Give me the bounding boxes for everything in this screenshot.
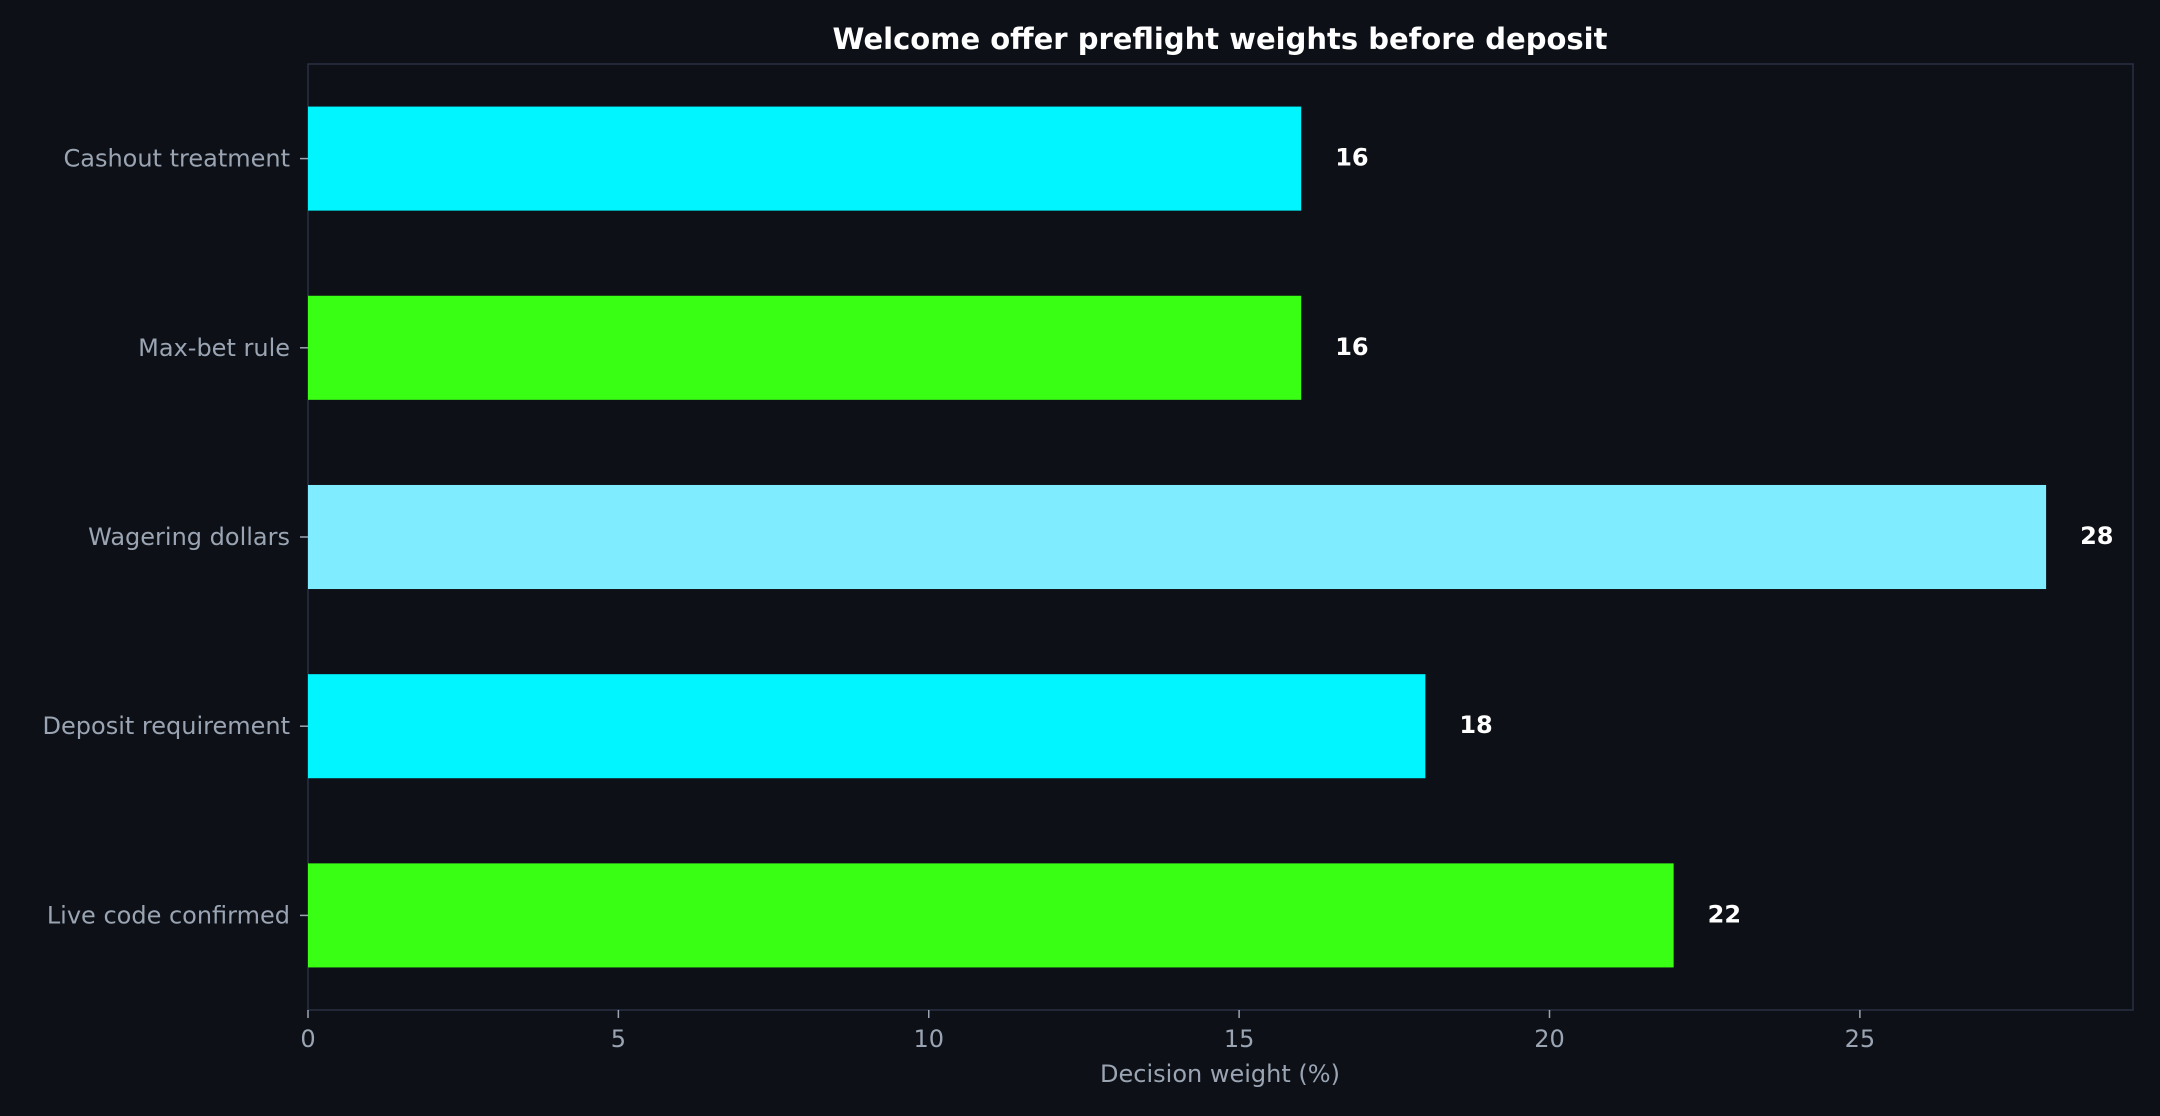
value-label: 18 [1459,711,1492,739]
bar-max-bet-rule [308,295,1302,400]
y-axis: Cashout treatment Max-bet rule Wagering do… [43,145,308,929]
bar-live-code-confirmed [308,863,1674,968]
bar-deposit-requirement [308,674,1426,779]
x-axis: 0 5 10 15 20 25 [300,1010,1875,1053]
x-tick-label: 25 [1845,1025,1876,1053]
x-tick-label: 10 [913,1025,944,1053]
category-label: Wagering dollars [88,523,290,551]
category-label: Cashout treatment [63,145,290,173]
value-labels-group: 16 16 28 18 22 [1335,144,2113,929]
value-label: 22 [1708,900,1741,928]
chart-title: Welcome offer preflight weights before d… [833,22,1608,56]
category-label: Live code confirmed [47,901,290,929]
value-label: 28 [2080,522,2113,550]
x-tick-label: 5 [611,1025,626,1053]
bars-group [308,106,2047,968]
category-label: Deposit requirement [43,712,290,740]
x-tick-label: 0 [300,1025,315,1053]
bar-wagering-dollars [308,484,2047,590]
x-axis-label: Decision weight (%) [1100,1060,1340,1088]
category-label: Max-bet rule [138,334,290,362]
x-tick-label: 15 [1224,1025,1255,1053]
x-tick-label: 20 [1534,1025,1565,1053]
bar-cashout-treatment [308,106,1302,211]
value-label: 16 [1335,333,1368,361]
value-label: 16 [1335,144,1368,172]
